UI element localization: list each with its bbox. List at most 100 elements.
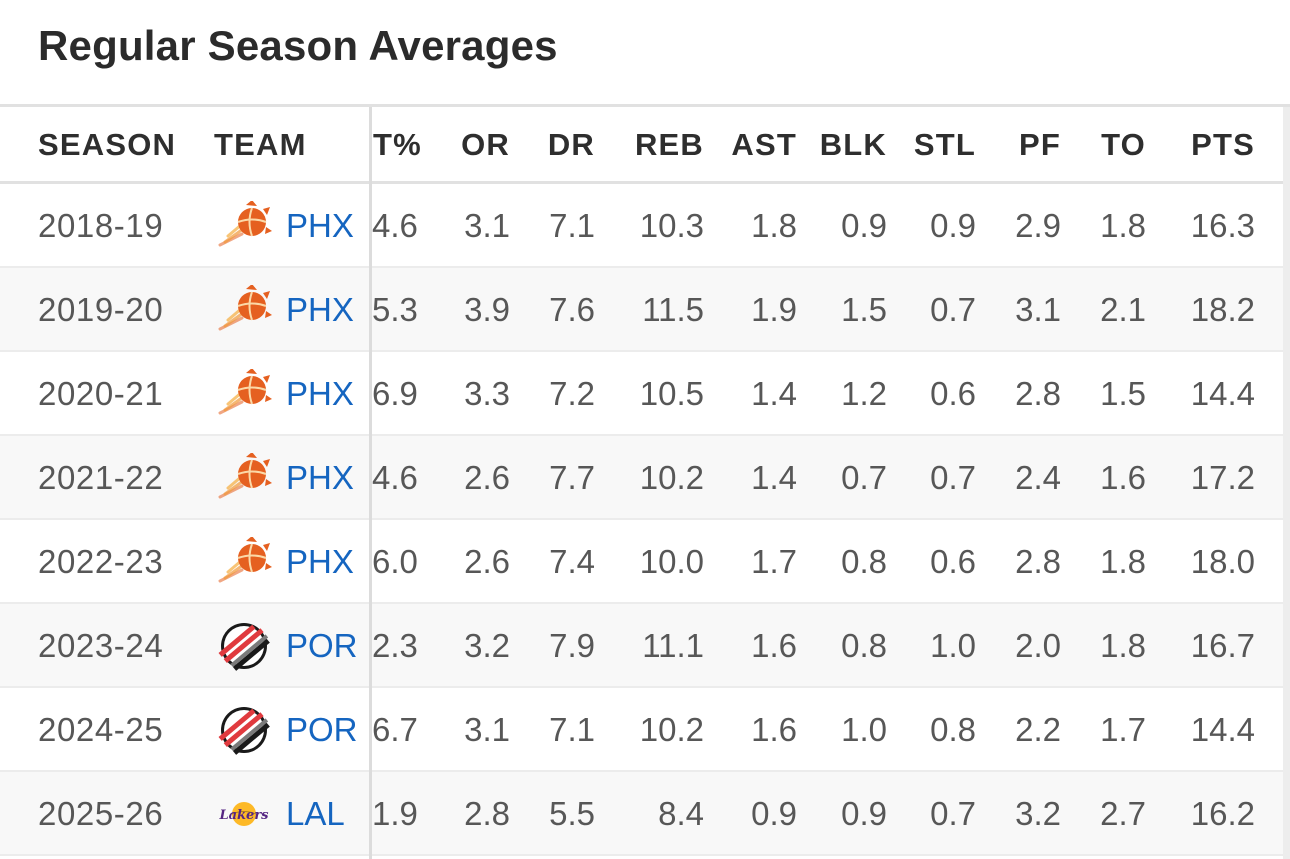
stat-pts-cell: 17.2 — [1190, 459, 1255, 496]
stat-reb-cell: 10.2 — [639, 711, 704, 748]
lakers-logo-icon[interactable]: Lakers — [216, 789, 272, 839]
table-row: 2022-23 PHX 6.0 2.6 7.4 10.0 1.7 0.8 0.6 2.8 1.8 18… — [0, 520, 1283, 604]
stat-to-cell: 1.8 — [1100, 543, 1146, 580]
season-cell: 2020-21 — [38, 375, 164, 412]
table-row: 2024-25 POR 6.7 3.1 7.1 10.2 1.6 1.0 0.8 2.2 1.7 14… — [0, 688, 1283, 772]
column-header-pts[interactable]: PTS — [1191, 127, 1255, 162]
stat-stl-cell: 0.7 — [930, 291, 976, 328]
table-header-row: SEASON TEAM T% OR DR REB AST BLK STL PF … — [0, 107, 1283, 184]
suns-logo-icon[interactable] — [216, 200, 272, 251]
stat-pf-cell: 2.2 — [1015, 711, 1061, 748]
stat-t-pct-cell: 6.9 — [372, 375, 418, 412]
stat-t-pct-cell: 6.0 — [372, 543, 418, 580]
stat-to-cell: 2.7 — [1100, 795, 1146, 832]
stat-ast-cell: 1.4 — [751, 459, 797, 496]
column-header-season[interactable]: SEASON — [38, 127, 177, 162]
column-header-to[interactable]: TO — [1101, 127, 1146, 162]
stat-blk-cell: 0.8 — [841, 627, 887, 664]
stat-blk-cell: 0.8 — [841, 543, 887, 580]
stat-reb-cell: 10.2 — [639, 459, 704, 496]
column-header-team[interactable]: TEAM — [214, 127, 307, 162]
stat-pts-cell: 16.2 — [1190, 795, 1255, 832]
stat-t-pct-cell: 6.7 — [372, 711, 418, 748]
team-link[interactable]: PHX — [286, 291, 354, 328]
stat-or-cell: 2.6 — [464, 543, 510, 580]
stat-dr-cell: 5.5 — [549, 795, 595, 832]
team-link[interactable]: POR — [286, 627, 358, 664]
trail-blazers-logo-icon[interactable] — [216, 705, 272, 755]
stat-ast-cell: 1.9 — [751, 291, 797, 328]
stat-ast-cell: 1.4 — [751, 375, 797, 412]
stat-or-cell: 3.3 — [464, 375, 510, 412]
column-header-ast[interactable]: AST — [731, 127, 797, 162]
season-cell: 2021-22 — [38, 459, 164, 496]
table-row: 2019-20 PHX 5.3 3.9 7.6 11.5 1.9 1.5 0.7 3.1 2.1 18… — [0, 268, 1283, 352]
suns-logo-icon[interactable] — [216, 536, 272, 587]
stat-pf-cell: 3.1 — [1015, 291, 1061, 328]
stat-stl-cell: 0.9 — [930, 207, 976, 244]
team-link[interactable]: PHX — [286, 459, 354, 496]
trail-blazers-logo-icon[interactable] — [216, 621, 272, 671]
stat-ast-cell: 1.6 — [751, 711, 797, 748]
team-link[interactable]: PHX — [286, 207, 354, 244]
column-header-stl[interactable]: STL — [913, 127, 976, 162]
stat-dr-cell: 7.7 — [549, 459, 595, 496]
season-cell: 2025-26 — [38, 795, 164, 832]
stat-reb-cell: 10.5 — [639, 375, 704, 412]
stat-pf-cell: 2.8 — [1015, 375, 1061, 412]
column-header-reb[interactable]: REB — [634, 127, 704, 162]
stat-stl-cell: 1.0 — [930, 627, 976, 664]
stat-reb-cell: 10.0 — [639, 543, 704, 580]
stat-blk-cell: 1.5 — [841, 291, 887, 328]
stat-to-cell: 1.6 — [1100, 459, 1146, 496]
team-link[interactable]: PHX — [286, 543, 354, 580]
suns-logo-icon[interactable] — [216, 284, 272, 335]
column-header-dr[interactable]: DR — [547, 127, 595, 162]
stat-dr-cell: 7.6 — [549, 291, 595, 328]
table-row: 2018-19 PHX 4.6 3.1 7.1 10.3 1.8 0.9 0.9 2.9 1.8 16… — [0, 184, 1283, 268]
stat-pf-cell: 2.9 — [1015, 207, 1061, 244]
column-header-t-pct[interactable]: T% — [373, 127, 422, 162]
column-header-or[interactable]: OR — [461, 127, 510, 162]
stat-pf-cell: 2.8 — [1015, 543, 1061, 580]
table-row: 2021-22 PHX 4.6 2.6 7.7 10.2 1.4 0.7 0.7 2.4 1.6 17… — [0, 436, 1283, 520]
stat-stl-cell: 0.8 — [930, 711, 976, 748]
stat-or-cell: 3.1 — [464, 207, 510, 244]
stat-to-cell: 1.5 — [1100, 375, 1146, 412]
stat-stl-cell: 0.7 — [930, 795, 976, 832]
season-cell: 2018-19 — [38, 207, 164, 244]
stat-t-pct-cell: 2.3 — [372, 627, 418, 664]
stat-reb-cell: 11.5 — [642, 291, 704, 328]
stat-dr-cell: 7.1 — [549, 207, 595, 244]
stat-or-cell: 3.2 — [464, 627, 510, 664]
stat-t-pct-cell: 5.3 — [372, 291, 418, 328]
stat-to-cell: 2.1 — [1100, 291, 1146, 328]
season-cell: 2022-23 — [38, 543, 164, 580]
stat-to-cell: 1.8 — [1100, 207, 1146, 244]
season-cell: 2024-25 — [38, 711, 164, 748]
team-link[interactable]: PHX — [286, 375, 354, 412]
stat-pts-cell: 14.4 — [1190, 711, 1255, 748]
stat-stl-cell: 0.6 — [930, 543, 976, 580]
team-link[interactable]: LAL — [286, 795, 345, 832]
stat-blk-cell: 0.9 — [841, 795, 887, 832]
column-header-pf[interactable]: PF — [1018, 127, 1061, 162]
stat-dr-cell: 7.9 — [549, 627, 595, 664]
team-link[interactable]: POR — [286, 711, 358, 748]
stat-reb-cell: 8.4 — [658, 795, 704, 832]
averages-table: SEASON TEAM T% OR DR REB AST BLK STL PF … — [0, 104, 1290, 859]
stat-or-cell: 2.6 — [464, 459, 510, 496]
column-header-blk[interactable]: BLK — [819, 127, 887, 162]
stat-reb-cell: 10.3 — [639, 207, 704, 244]
stat-or-cell: 3.1 — [464, 711, 510, 748]
frozen-column-divider — [369, 107, 372, 859]
suns-logo-icon[interactable] — [216, 368, 272, 419]
suns-logo-icon[interactable] — [216, 452, 272, 503]
stat-stl-cell: 0.6 — [930, 375, 976, 412]
season-cell: 2019-20 — [38, 291, 164, 328]
stat-blk-cell: 1.0 — [841, 711, 887, 748]
stat-blk-cell: 0.9 — [841, 207, 887, 244]
svg-text:Lakers: Lakers — [218, 808, 269, 823]
stat-pf-cell: 3.2 — [1015, 795, 1061, 832]
stat-t-pct-cell: 1.9 — [372, 795, 418, 832]
